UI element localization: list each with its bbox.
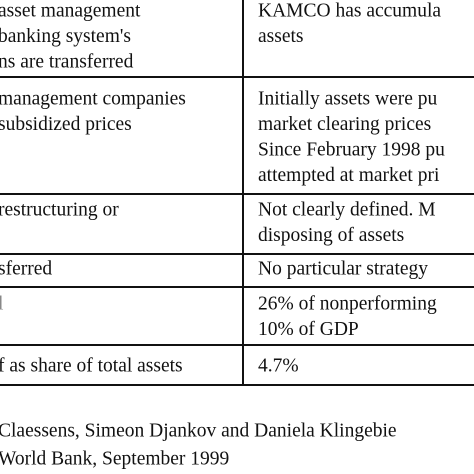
- cell-text: Since February 1998 pu: [258, 139, 445, 160]
- cell-text: sferred: [0, 258, 52, 279]
- cell-text: 10% of GDP: [258, 319, 359, 340]
- cell-text: management companies: [0, 88, 186, 109]
- footnote-text: World Bank, September 1999: [0, 448, 229, 469]
- cell-text: disposing of assets: [258, 225, 404, 246]
- cell-text: 26% of nonperforming: [258, 293, 437, 314]
- cell-text: ns are transferred: [0, 51, 134, 72]
- cell-text: KAMCO has accumula: [258, 0, 441, 21]
- cell-text: market clearing prices: [258, 114, 431, 135]
- cell-text: restructuring or: [0, 199, 119, 220]
- cell-text: l: [0, 293, 4, 314]
- cell-text: asset management: [0, 0, 141, 21]
- cell-text: 4.7%: [258, 355, 299, 376]
- cell-text: assets: [258, 26, 304, 47]
- cell-text: banking system's: [0, 26, 131, 47]
- cell-text: Initially assets were pu: [258, 88, 437, 109]
- cell-text: subsidized prices: [0, 114, 132, 135]
- cell-text: f as share of total assets: [0, 355, 183, 376]
- cell-text: No particular strategy: [258, 258, 428, 279]
- cell-text: Not clearly defined. M: [258, 199, 436, 220]
- footnote-text: Claessens, Simeon Djankov and Daniela Kl…: [0, 420, 397, 441]
- cell-text: attempted at market pri: [258, 165, 440, 186]
